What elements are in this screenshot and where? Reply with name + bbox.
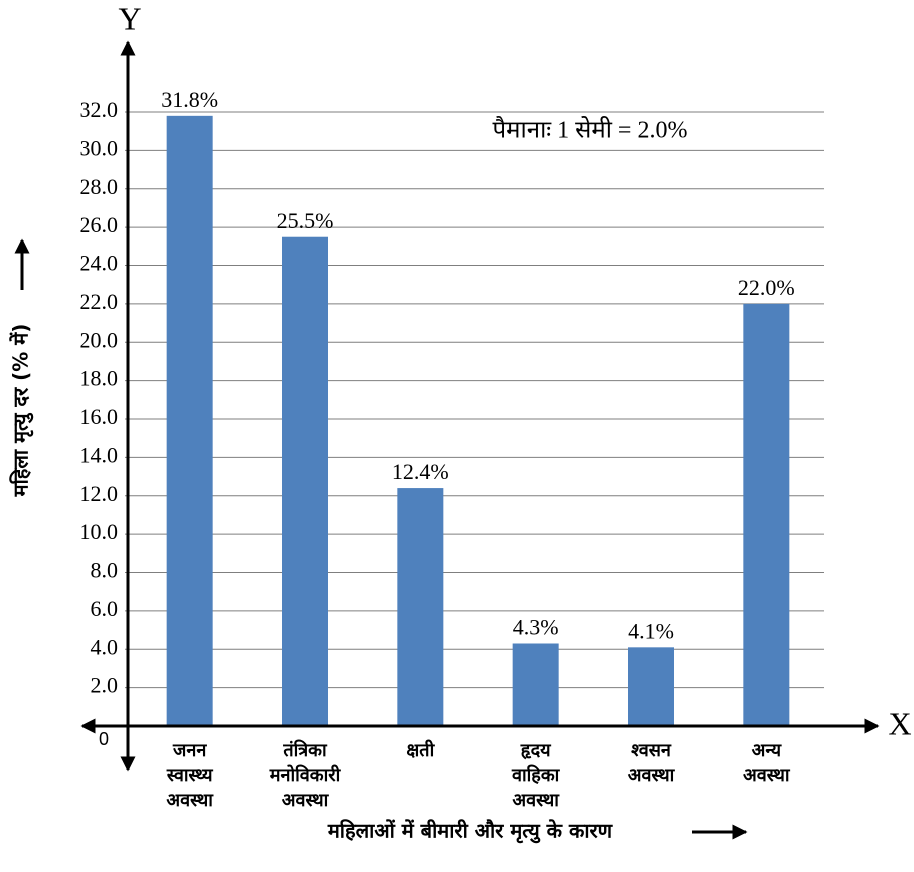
y-tick-label: 30.0 — [80, 135, 119, 160]
x-tick-label: अवस्था — [743, 765, 791, 786]
value-label: 25.5% — [277, 208, 334, 233]
bar — [397, 488, 444, 726]
x-tick-label: वाहिका — [511, 764, 561, 786]
y-tick-label: 26.0 — [80, 212, 119, 237]
value-label: 12.4% — [392, 459, 449, 484]
grid — [125, 111, 824, 689]
bar — [166, 115, 213, 726]
y-tick-label: 18.0 — [80, 366, 119, 391]
y-tick-label: 28.0 — [80, 174, 119, 199]
y-tick-label: 22.0 — [80, 289, 119, 314]
y-tick-label: 20.0 — [80, 327, 119, 352]
y-tick-label: 10.0 — [80, 519, 119, 544]
bar — [282, 236, 328, 726]
x-tick-label: श्वसन — [631, 740, 672, 761]
x-axis-name: X — [888, 705, 911, 741]
y-tick-label: 14.0 — [80, 442, 119, 467]
y-tick-label: 0 — [99, 729, 109, 749]
y-axis-name: Y — [118, 0, 141, 36]
x-tick-label: क्षती — [406, 739, 435, 761]
x-tick-label: जनन — [172, 740, 207, 761]
value-label: 22.0% — [738, 275, 795, 300]
x-tick-label: तंत्रिका — [282, 739, 328, 761]
bar — [512, 643, 559, 726]
y-tick-label: 2.0 — [91, 673, 119, 698]
x-tick-label: अवस्था — [166, 790, 214, 811]
bar — [628, 647, 674, 726]
annotation: पैमानाः 1 सेमी = 2.0% — [493, 116, 688, 144]
value-label: 4.3% — [513, 615, 559, 640]
y-tick-label: 4.0 — [91, 634, 119, 659]
y-tick-label: 24.0 — [80, 251, 119, 276]
y-tick-label: 32.0 — [80, 97, 119, 122]
y-tick-label: 6.0 — [91, 596, 119, 621]
y-tick-label: 12.0 — [80, 481, 119, 506]
x-tick-label: हृदय — [520, 740, 552, 761]
x-tick-label: अन्य — [752, 740, 783, 761]
bar — [743, 303, 790, 726]
x-axis-label: महिलाओं में बीमारी और मृत्यु के कारण — [327, 819, 614, 844]
x-tick-label: अवस्था — [512, 790, 560, 811]
y-tick-label: 16.0 — [80, 404, 119, 429]
x-tick-label: स्वास्थ्य — [166, 765, 214, 786]
marks — [166, 115, 790, 726]
x-tick-label: मनोविकारी — [269, 764, 342, 786]
y-tick-label: 8.0 — [91, 558, 119, 583]
y-axis-label: महिला मृत्यु दर (% में) — [9, 324, 34, 498]
value-label: 4.1% — [628, 618, 674, 643]
x-tick-label: अवस्था — [628, 765, 676, 786]
x-tick-label: अवस्था — [282, 790, 330, 811]
value-label: 31.8% — [161, 87, 218, 112]
